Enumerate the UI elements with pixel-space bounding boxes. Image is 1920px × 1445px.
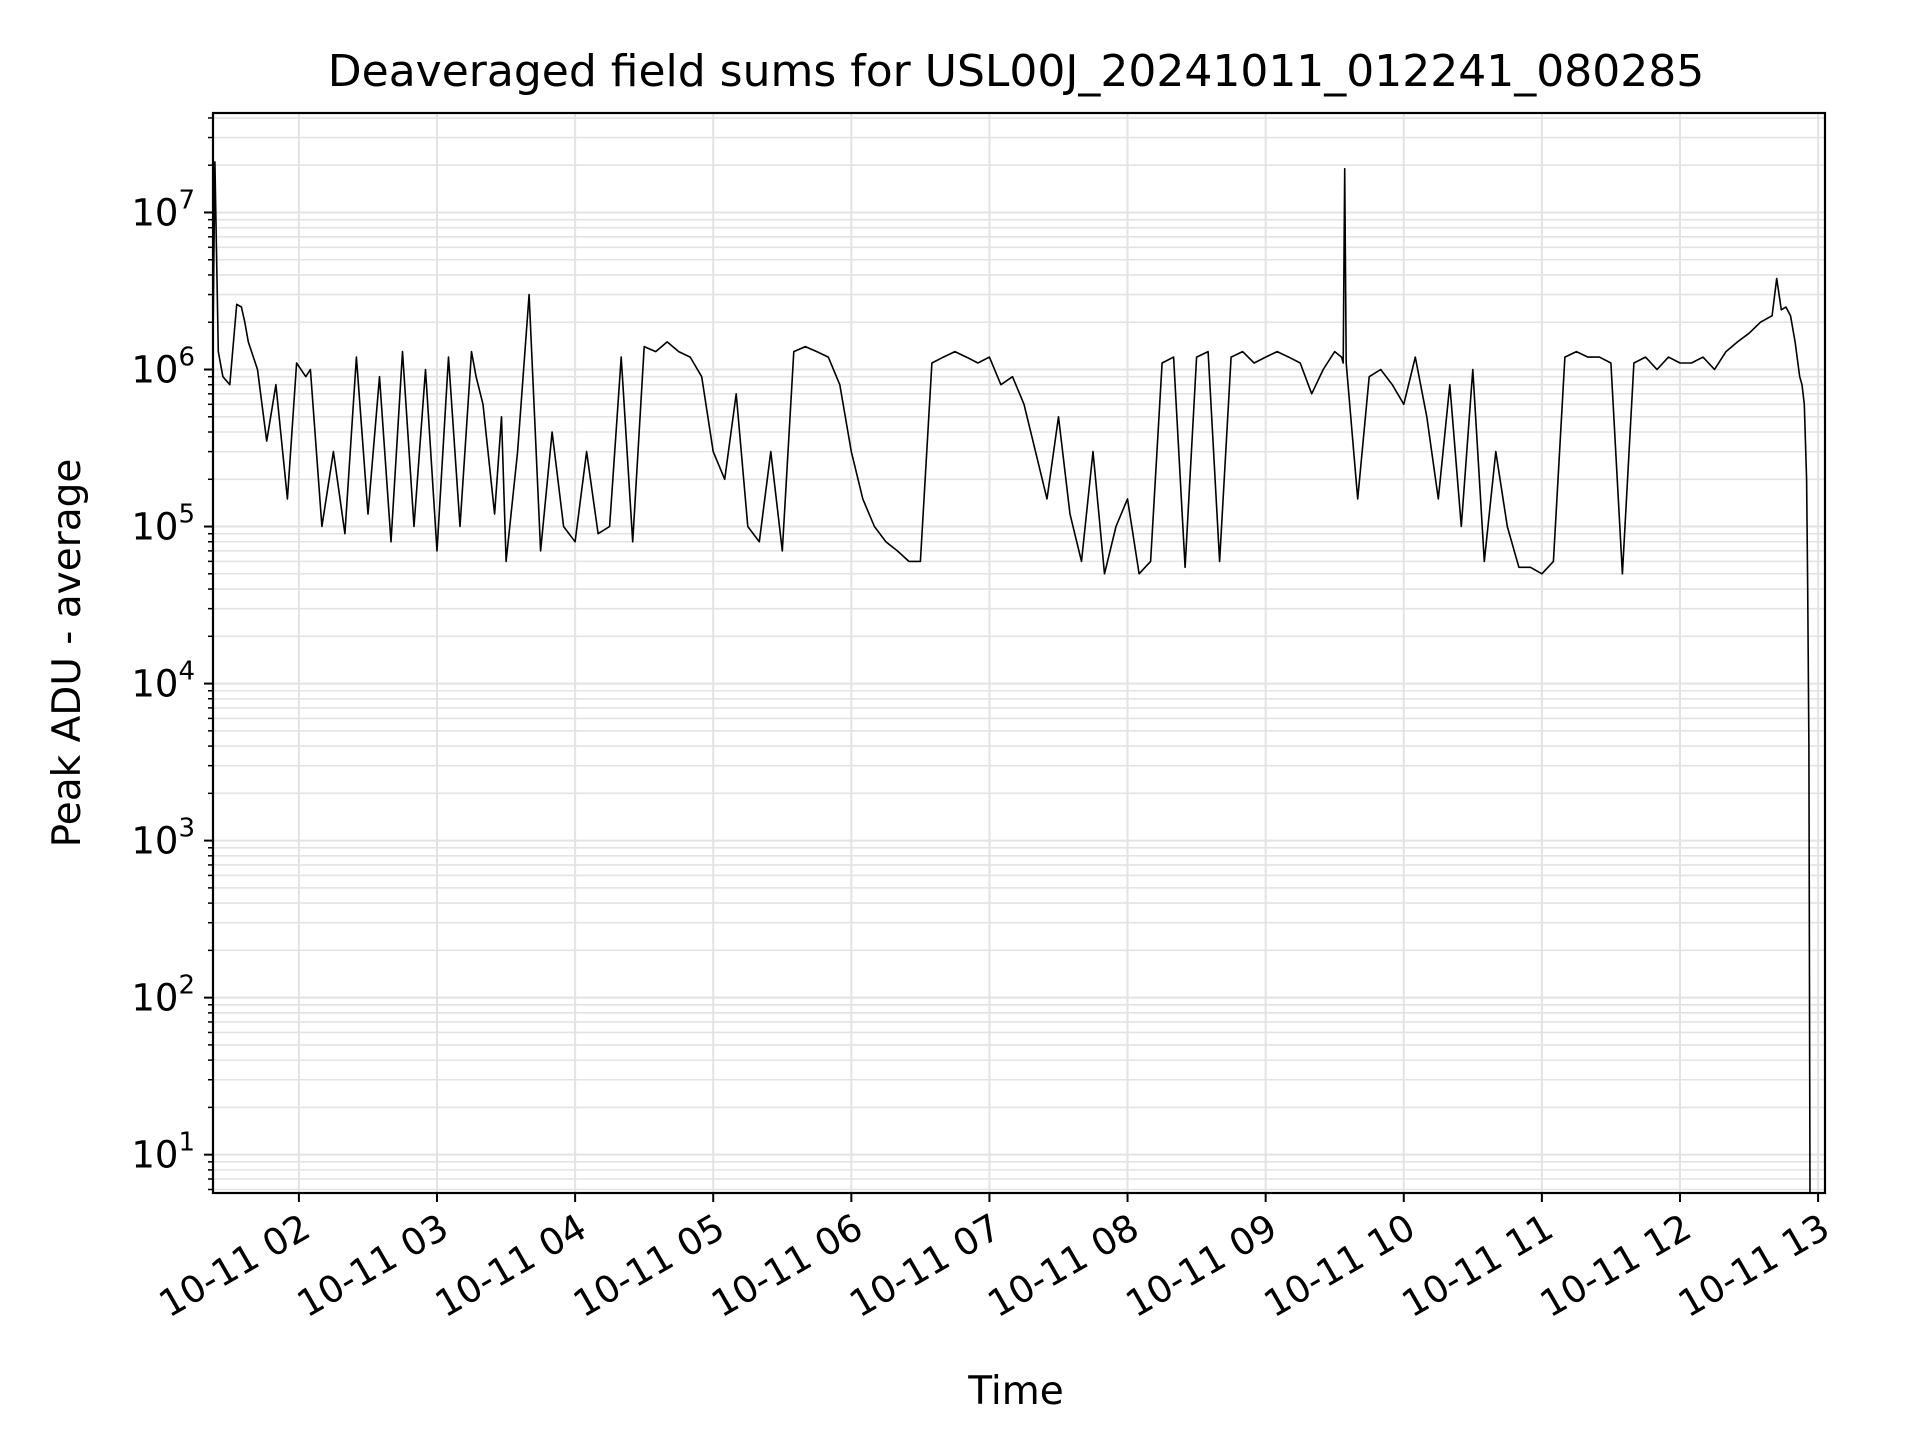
x-axis-label: Time	[967, 1369, 1063, 1414]
series-line	[212, 161, 1811, 1194]
y-tick-label: 107	[131, 185, 195, 234]
chart-title: Deaveraged field sums for USL00J_2024101…	[328, 46, 1704, 97]
series-layer	[212, 161, 1811, 1194]
y-tick-label: 106	[131, 343, 195, 392]
y-axis-label: Peak ADU - average	[45, 459, 90, 848]
y-tick-label: 104	[131, 657, 195, 706]
plot-frame	[211, 111, 1827, 1195]
grid-lines	[213, 113, 1825, 1193]
y-tick-label: 103	[131, 814, 195, 863]
y-ticks: 101 102 103 104 105 106 107	[131, 117, 213, 1191]
y-tick-label: 102	[131, 971, 195, 1020]
y-tick-label: 101	[131, 1128, 195, 1177]
y-tick-label: 105	[131, 500, 195, 549]
